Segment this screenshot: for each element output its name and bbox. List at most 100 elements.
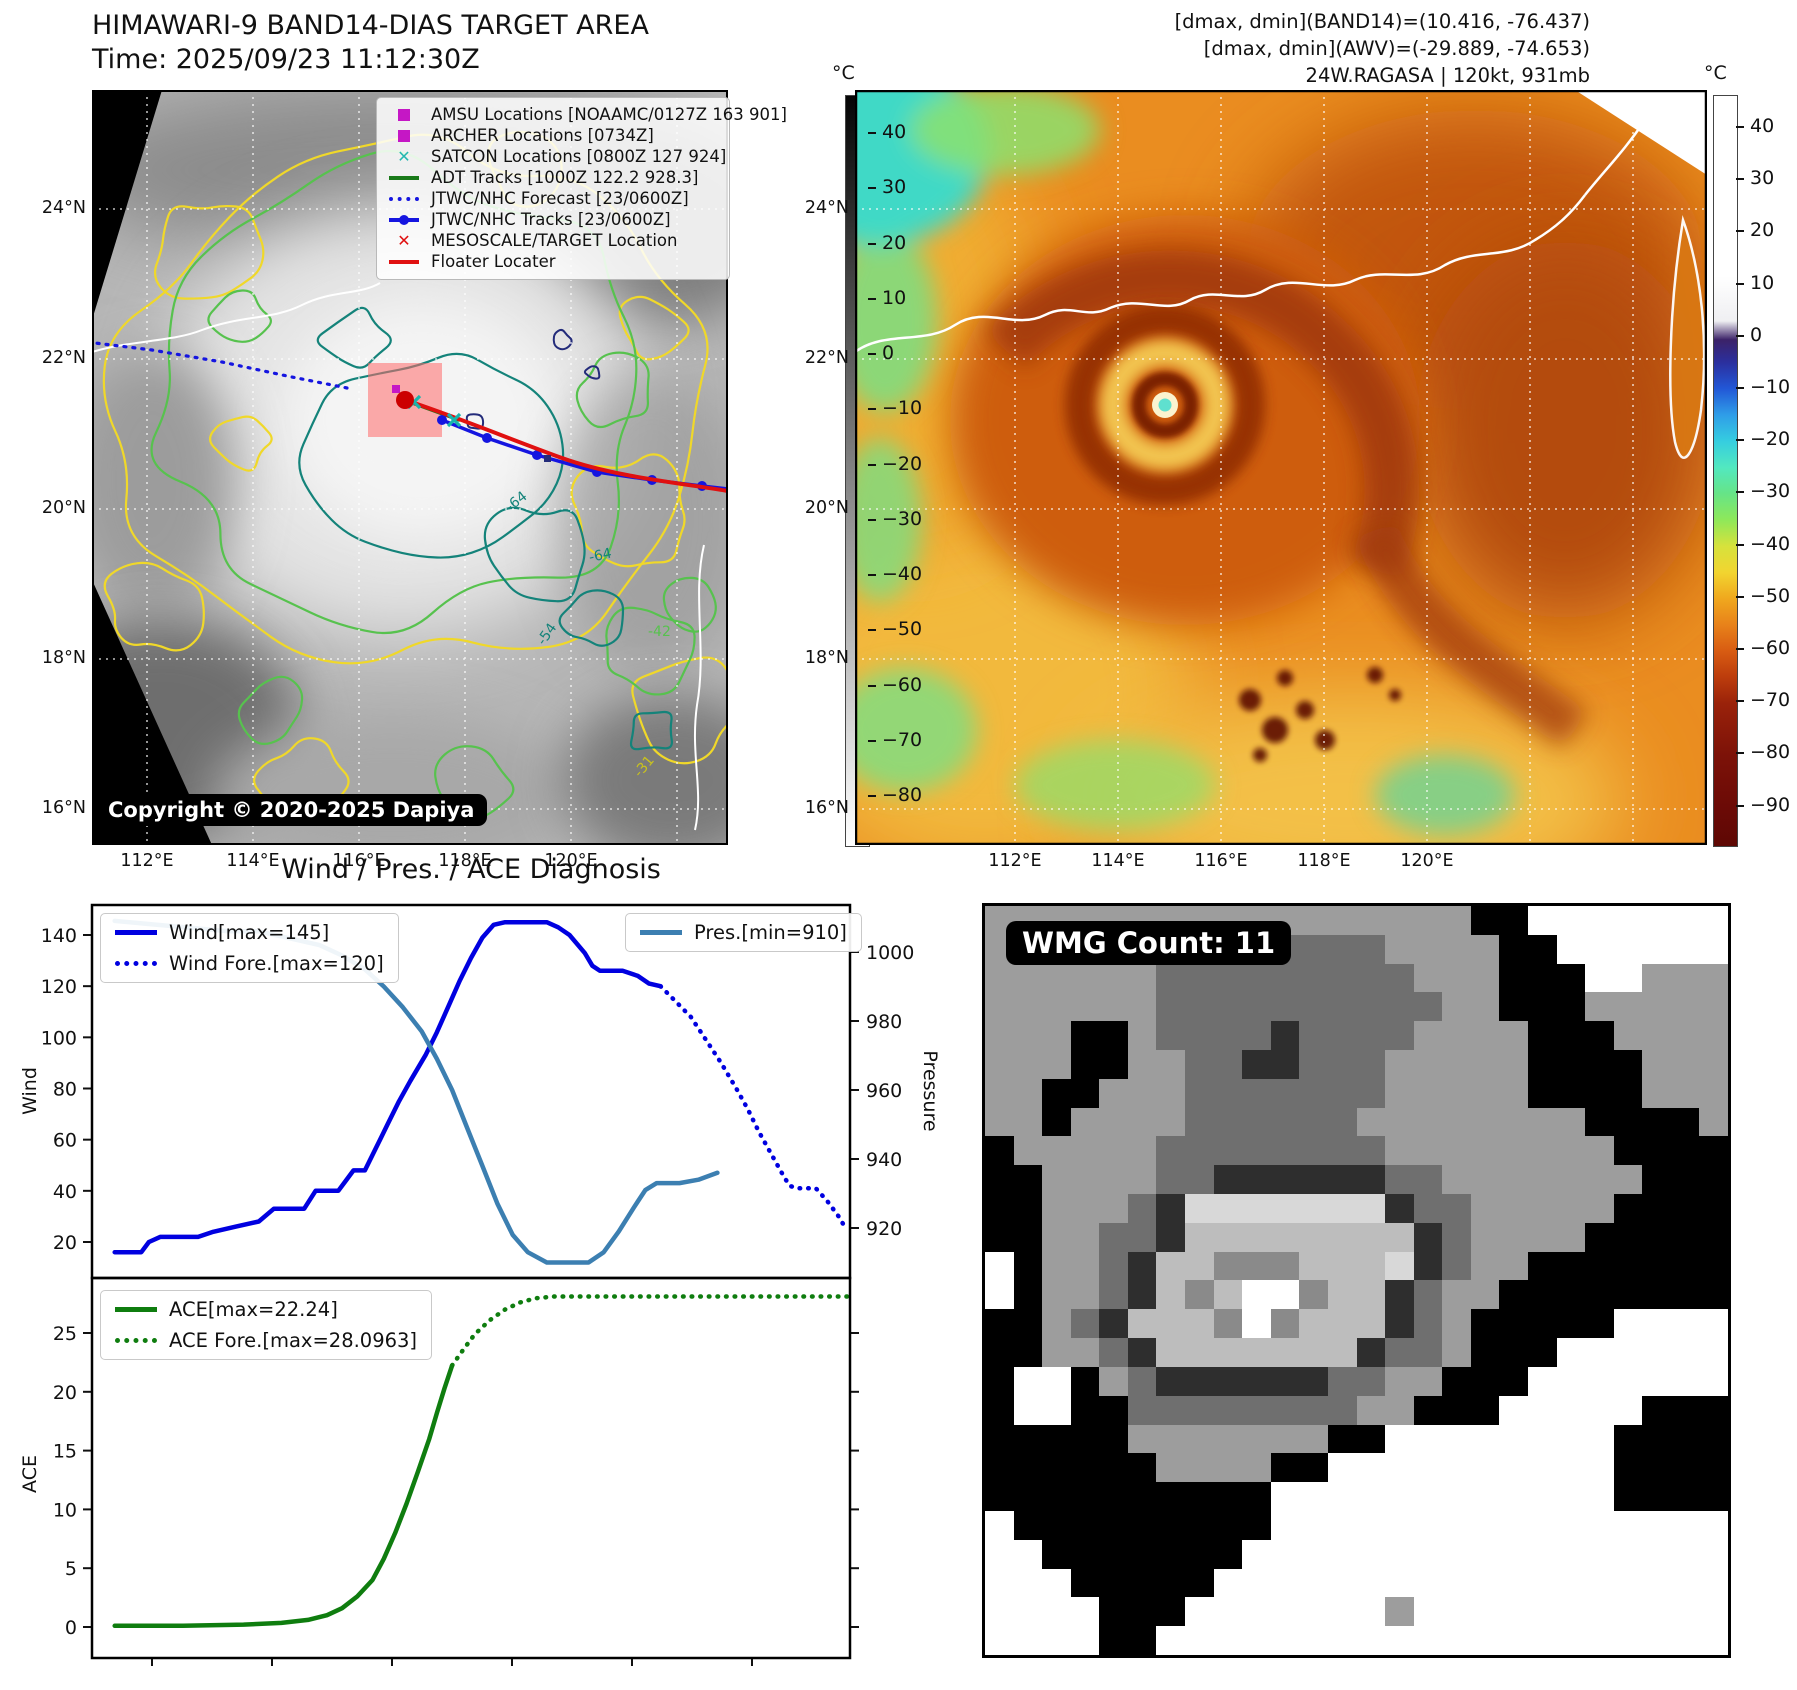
pressure-legend-label: Pres.[min=910] — [694, 921, 847, 944]
wmg-pixel — [1356, 906, 1386, 935]
wmg-pixel — [1356, 1395, 1386, 1425]
wmg-pixel — [1042, 1482, 1071, 1511]
wmg-pixel — [1670, 906, 1700, 935]
wmg-pixel — [1070, 1078, 1100, 1108]
wmg-pixel — [1213, 1539, 1243, 1569]
colorbar-tick — [1736, 752, 1744, 755]
wmg-pixel — [1327, 1050, 1357, 1079]
axis-tick-label: 20 — [53, 1232, 77, 1254]
wmg-pixel — [1185, 1194, 1214, 1223]
wmg-pixel — [1127, 1338, 1157, 1367]
axis-tick-label: 20 — [53, 1382, 77, 1404]
wmg-pixel — [1385, 1309, 1414, 1339]
awv-satellite-map — [855, 90, 1707, 845]
wmg-pixel — [1070, 1597, 1100, 1627]
wmg-pixel — [1356, 1424, 1386, 1454]
wmg-pixel — [1042, 1021, 1071, 1051]
wmg-pixel — [1527, 1309, 1557, 1339]
wmg-pixel — [1013, 963, 1043, 993]
pressure-axis-label: Pressure — [919, 1050, 941, 1131]
wmg-pixel — [1127, 1597, 1157, 1627]
colorbar-tick-label: −10 — [882, 397, 923, 420]
wmg-pixel — [1585, 1021, 1614, 1051]
wmg-pixel — [1356, 992, 1386, 1022]
wmg-pixel — [1070, 1366, 1100, 1396]
wmg-pixel — [1356, 1280, 1386, 1310]
mesoscale-target-marker — [396, 391, 414, 409]
wmg-pixel — [1270, 1366, 1300, 1396]
wmg-pixel — [1556, 906, 1586, 935]
wmg-pixel — [1442, 1366, 1471, 1396]
wmg-pixel — [1042, 1078, 1071, 1108]
x-marker-icon: ✕ — [397, 231, 411, 251]
wmg-pixel — [1442, 1453, 1471, 1483]
ace-axis-label: ACE — [19, 1455, 41, 1493]
wmg-pixel — [1642, 934, 1671, 964]
wmg-pixel — [1670, 1021, 1700, 1051]
wmg-pixel — [1327, 1222, 1357, 1252]
wmg-pixel — [1099, 1222, 1128, 1252]
wind-fore-legend-label: Wind Fore.[max=120] — [169, 952, 384, 975]
wmg-pixel — [1642, 1309, 1671, 1339]
wmg-pixel — [1527, 1482, 1557, 1511]
wmg-pixel — [985, 1165, 1014, 1195]
wmg-pixel — [1242, 1251, 1271, 1281]
wmg-pixel — [1270, 1597, 1300, 1627]
wmg-pixel — [1242, 1280, 1271, 1310]
wmg-pixel — [1585, 1050, 1614, 1079]
wmg-pixel — [1042, 1165, 1071, 1195]
wmg-pixel — [1527, 934, 1557, 964]
wmg-pixel — [1585, 1338, 1614, 1367]
wmg-pixel — [1242, 963, 1271, 993]
wmg-pixel — [1270, 1222, 1300, 1252]
wmg-pixel — [1613, 1510, 1643, 1540]
wmg-pixel — [1242, 1338, 1271, 1367]
wmg-pixel — [1642, 1539, 1671, 1569]
wmg-pixel — [1356, 1366, 1386, 1396]
wmg-pixel — [1213, 1366, 1243, 1396]
wmg-pixel — [1442, 992, 1471, 1022]
wmg-pixel — [1670, 1510, 1700, 1540]
wmg-pixel — [1156, 1597, 1186, 1627]
wmg-pixel — [1327, 906, 1357, 935]
colorbar-tick — [1736, 334, 1744, 337]
wmg-pixel — [1642, 1482, 1671, 1511]
colorbar-tick — [868, 574, 876, 576]
wmg-pixel — [1127, 1136, 1157, 1166]
wmg-pixel — [1270, 963, 1300, 993]
wmg-pixel — [1585, 1222, 1614, 1252]
wmg-pixel — [1213, 1309, 1243, 1339]
wmg-pixel — [1242, 1568, 1271, 1598]
wmg-pixel — [1527, 1424, 1557, 1454]
wmg-pixel — [1556, 1453, 1586, 1483]
wmg-pixel — [1070, 1194, 1100, 1223]
wmg-pixel — [1385, 1050, 1414, 1079]
wmg-pixel — [1385, 1366, 1414, 1396]
axis-tick-label: 140 — [41, 925, 77, 947]
wmg-pixel — [1299, 1136, 1328, 1166]
wmg-pixel — [1213, 1194, 1243, 1223]
axis-tick-label: 100 — [41, 1027, 77, 1049]
wmg-pixel — [1156, 1424, 1186, 1454]
wmg-pixel — [1156, 1568, 1186, 1598]
wmg-pixel — [1213, 1395, 1243, 1425]
wmg-pixel — [1270, 1280, 1300, 1310]
wmg-pixel — [1499, 1222, 1528, 1252]
wmg-pixel — [1642, 1280, 1671, 1310]
wmg-pixel — [1013, 1366, 1043, 1396]
lat-label: 18°N — [41, 648, 86, 668]
legend-item-label: JTWC/NHC Forecast [23/0600Z] — [431, 189, 689, 209]
wmg-pixel — [1385, 1539, 1414, 1569]
wmg-pixel — [1299, 1395, 1328, 1425]
wmg-pixel — [1413, 992, 1443, 1022]
wmg-pixel — [1327, 1021, 1357, 1051]
contour-value-label: -42 — [648, 624, 671, 640]
wmg-pixel — [1070, 1107, 1100, 1137]
wmg-pixel — [1270, 1309, 1300, 1339]
wmg-pixel — [1613, 1078, 1643, 1108]
wmg-pixel — [1670, 1136, 1700, 1166]
typhoon-eye-center — [1158, 398, 1172, 412]
wind-axis-label: Wind — [19, 1067, 41, 1115]
wmg-pixel — [1270, 1568, 1300, 1598]
wmg-pixel — [1413, 1453, 1443, 1483]
